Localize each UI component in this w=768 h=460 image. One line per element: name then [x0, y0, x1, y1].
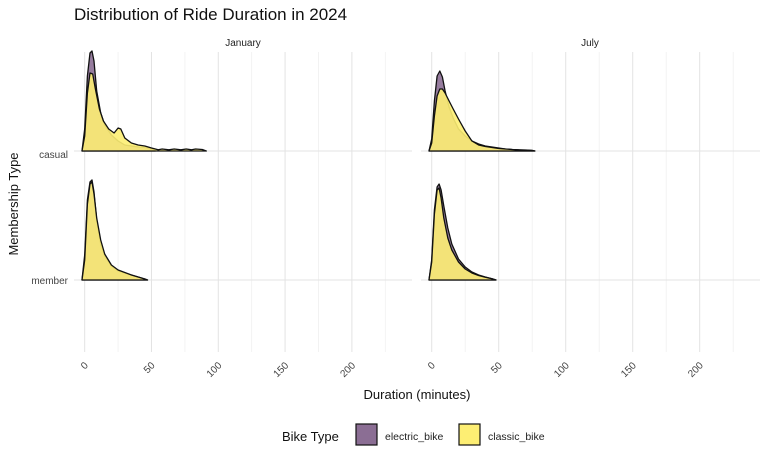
legend: Bike Type electric_bike classic_bike: [282, 423, 545, 446]
x-axis-title: Duration (minutes): [364, 387, 471, 402]
ridge-july-member-classic-bike: [428, 187, 497, 281]
legend-title: Bike Type: [282, 429, 339, 444]
legend-key-classic-bike: [458, 423, 481, 446]
x-tick-label: 50: [142, 360, 158, 376]
x-tick-label: 200: [686, 360, 706, 380]
legend-label-classic-bike: classic_bike: [488, 431, 545, 443]
x-tick-label: 50: [489, 360, 505, 376]
x-tick-label: 150: [619, 360, 639, 380]
y-axis-title: Membership Type: [6, 152, 21, 255]
facet-label-july: July: [581, 38, 599, 49]
legend-label-electric-bike: electric_bike: [385, 431, 444, 443]
row-label-casual: casual: [39, 150, 68, 161]
ridge-january-member-classic-bike: [81, 181, 149, 281]
x-tick-label: 0: [426, 360, 438, 372]
row-label-member: member: [31, 276, 68, 287]
legend-key-electric-bike: [355, 423, 378, 446]
x-tick-label: 200: [338, 360, 358, 380]
x-tick-label: 0: [79, 360, 91, 372]
chart-title: Distribution of Ride Duration in 2024: [74, 5, 347, 24]
x-tick-label: 100: [205, 360, 225, 380]
x-tick-label: 150: [272, 360, 292, 380]
x-tick-label: 100: [552, 360, 572, 380]
ridge-july-casual-classic-bike: [428, 88, 536, 152]
ridge-january-casual-classic-bike: [81, 72, 207, 152]
facet-label-january: January: [225, 38, 261, 49]
